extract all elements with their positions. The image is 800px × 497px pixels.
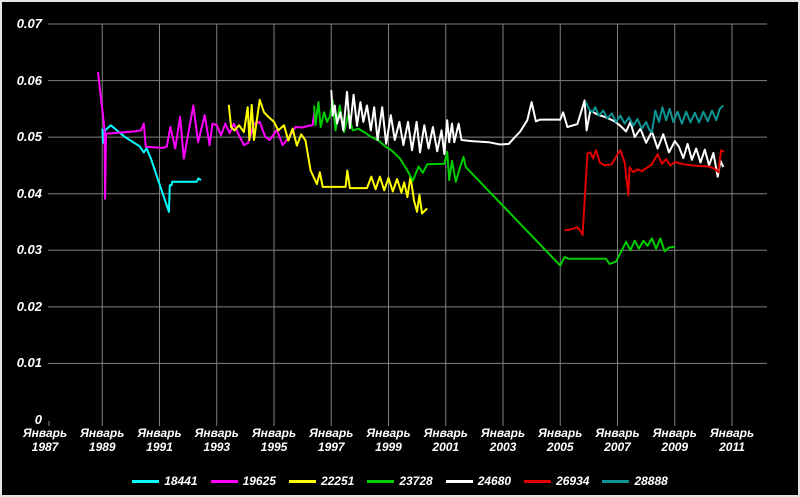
x-axis-tick-label: Январь 1999 [357, 426, 421, 454]
x-axis-tick-label: Январь 1987 [13, 426, 77, 454]
x-tick-month: Январь [251, 426, 297, 440]
legend-swatch-icon [288, 479, 316, 483]
x-tick-year: 1991 [146, 440, 173, 454]
legend-swatch-icon [445, 479, 473, 483]
legend-label: 28888 [634, 474, 668, 488]
x-tick-month: Январь [709, 426, 755, 440]
x-tick-year: 1993 [203, 440, 231, 454]
x-tick-month: Январь [80, 426, 125, 440]
legend-label: 19625 [242, 474, 276, 488]
x-tick-month: Январь [423, 426, 468, 440]
series-line-18441 [101, 124, 202, 213]
x-tick-month: Январь [538, 426, 583, 440]
x-axis-tick-label: Январь 2007 [586, 426, 650, 454]
x-tick-month: Январь [137, 426, 182, 440]
x-axis-tick-label: Январь 1997 [299, 426, 363, 454]
legend-label: 18441 [164, 474, 198, 488]
x-tick-year: 2009 [661, 440, 689, 454]
legend-item-22251: 22251 [288, 474, 355, 488]
x-tick-month: Январь [595, 426, 640, 440]
x-axis-tick-label: Январь 1995 [242, 426, 306, 454]
y-axis-tick-label: 0.04 [16, 185, 42, 201]
y-axis-tick-label: 0.01 [16, 355, 42, 371]
y-axis-tick-label: 0.03 [16, 242, 42, 258]
x-tick-month: Январь [480, 426, 526, 440]
legend-swatch-icon [602, 479, 630, 483]
x-tick-year: 1987 [31, 440, 59, 454]
x-tick-year: 1999 [375, 440, 402, 454]
legend-item-23728: 23728 [367, 474, 433, 488]
series-line-26934 [564, 149, 725, 236]
x-axis-tick-label: Январь 1993 [185, 426, 249, 454]
legend: 18441 19625 22251 23728 24680 26934 28888 [2, 470, 798, 492]
y-axis-tick-label: 0.06 [16, 72, 42, 88]
legend-swatch-icon [367, 479, 395, 483]
y-axis-tick-label: 0.02 [16, 298, 42, 314]
legend-label: 26934 [556, 474, 590, 488]
legend-swatch-icon [132, 479, 160, 483]
series-line-22251 [227, 98, 428, 215]
series-line-28888 [585, 101, 725, 134]
y-axis-tick-label: 0.05 [16, 129, 42, 145]
x-tick-year: 2011 [719, 440, 745, 454]
legend-item-19625: 19625 [210, 474, 276, 488]
legend-label: 24680 [477, 474, 512, 488]
x-tick-year: 1997 [317, 440, 345, 454]
x-tick-year: 1995 [260, 440, 288, 454]
legend-item-26934: 26934 [524, 474, 589, 488]
series-line-24680 [330, 90, 725, 178]
x-axis-tick-label: Январь 2005 [528, 426, 592, 454]
series-line-19625 [97, 71, 316, 200]
x-tick-year: 2001 [432, 440, 460, 454]
y-axis-tick-label: 0 [34, 412, 42, 427]
x-axis-tick-label: Январь 2001 [414, 426, 478, 454]
legend-item-28888: 28888 [602, 474, 668, 488]
x-axis-tick-label: Январь 1991 [128, 426, 192, 454]
x-tick-month: Январь [194, 426, 239, 440]
x-tick-year: 2005 [546, 440, 574, 454]
legend-swatch-icon [210, 479, 238, 483]
x-tick-month: Январь [22, 426, 68, 440]
x-axis-tick-label: Январь 2011 [700, 426, 764, 454]
legend-swatch-icon [524, 479, 552, 483]
x-axis-tick-label: Январь 2003 [471, 426, 535, 454]
y-axis-tick-label: 0.07 [16, 16, 42, 31]
x-tick-month: Январь [652, 426, 697, 440]
x-tick-year: 2003 [489, 440, 517, 454]
x-tick-month: Январь [309, 426, 354, 440]
legend-item-24680: 24680 [445, 474, 512, 488]
x-tick-year: 2007 [604, 440, 631, 454]
x-axis-tick-label: Январь 1989 [70, 426, 134, 454]
x-axis-tick-label: Январь 2009 [643, 426, 707, 454]
legend-label: 22251 [320, 474, 355, 488]
legend-label: 23728 [399, 474, 433, 488]
x-tick-month: Январь [366, 426, 411, 440]
x-tick-year: 1989 [88, 440, 116, 454]
legend-item-18441: 18441 [132, 474, 198, 488]
